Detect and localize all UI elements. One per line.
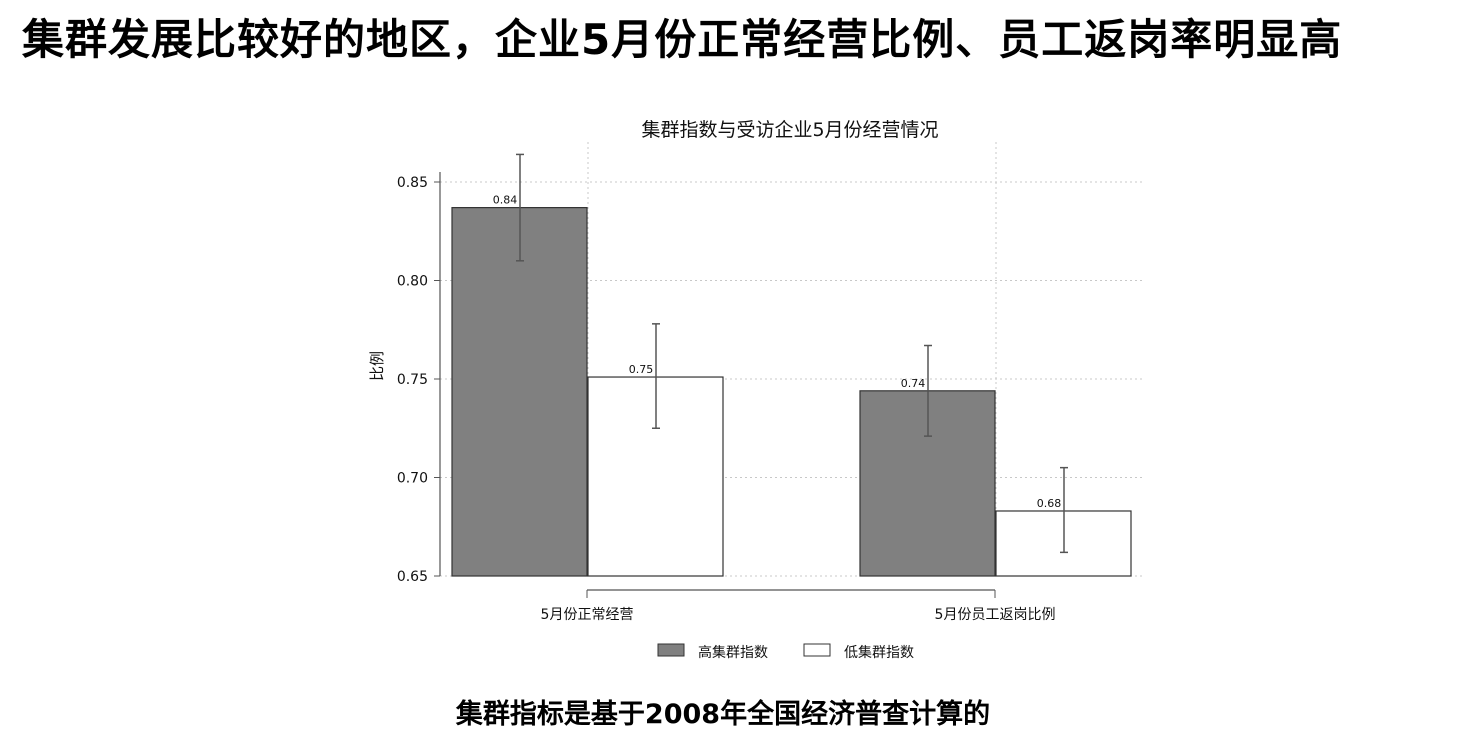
legend-label: 低集群指数 xyxy=(844,644,914,661)
slide-title: 集群发展比较好的地区，企业5月份正常经营比例、员工返岗率明显高 xyxy=(22,15,1343,64)
bar xyxy=(451,207,588,577)
bar-value-label: 0.84 xyxy=(493,194,518,207)
y-tick-label: 0.70 xyxy=(397,471,428,487)
legend: 高集群指数 低集群指数 xyxy=(657,643,914,661)
legend-swatch xyxy=(803,643,831,657)
x-tick-label: 5月份员工返岗比例 xyxy=(935,607,1056,623)
error-bars xyxy=(516,153,1068,554)
footnote: 集群指标是基于2008年全国经济普查计算的 xyxy=(455,699,991,730)
bar-value-label: 0.74 xyxy=(901,377,926,390)
y-tick-label: 0.65 xyxy=(397,569,428,585)
legend-swatch xyxy=(657,643,685,657)
y-axis-title: 比例 xyxy=(368,351,386,381)
axes: 0.65 0.70 0.75 0.80 0.85 5月份正常经营 5月份员工返岗比例 xyxy=(397,172,1056,623)
x-tick-label: 5月份正常经营 xyxy=(541,607,634,623)
chart-title: 集群指数与受访企业5月份经营情况 xyxy=(641,119,938,141)
bars: 0.84 0.74 0.75 0.68 xyxy=(451,194,1132,577)
y-tick-label: 0.85 xyxy=(397,175,428,191)
bar-value-label: 0.75 xyxy=(629,363,654,376)
bar-value-label: 0.68 xyxy=(1037,497,1062,510)
y-tick-label: 0.80 xyxy=(397,274,428,290)
y-tick-label: 0.75 xyxy=(397,372,428,388)
legend-label: 高集群指数 xyxy=(698,644,768,661)
